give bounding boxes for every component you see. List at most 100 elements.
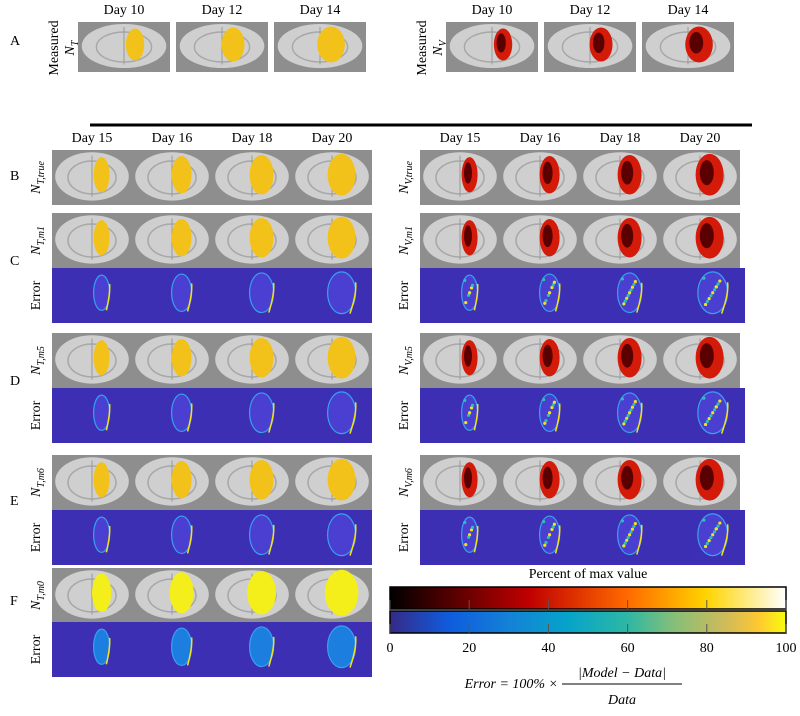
tumor-core — [699, 343, 714, 369]
tumor — [125, 28, 145, 61]
error-edge — [186, 403, 193, 432]
error-edge — [349, 402, 357, 434]
tumor-core — [621, 223, 634, 248]
tumor — [327, 153, 356, 196]
error-speck — [711, 533, 715, 537]
error-label: Error — [29, 522, 44, 552]
tumor — [169, 572, 194, 614]
row-label: NV,true — [397, 161, 415, 195]
error-image — [132, 268, 212, 323]
tumor-core — [592, 32, 605, 53]
image-bg — [420, 268, 500, 323]
error-edge — [349, 282, 357, 314]
error-image — [420, 268, 500, 323]
error-speck — [546, 293, 551, 297]
tumor-core — [621, 465, 634, 490]
error-image — [500, 268, 580, 323]
error-edge — [349, 636, 357, 668]
panel-letter: F — [10, 594, 18, 609]
error-edge — [636, 524, 643, 555]
day-label: Day 18 — [232, 131, 273, 146]
error-speck — [622, 302, 626, 306]
error-speck — [712, 288, 717, 292]
tick-label: 0 — [387, 641, 394, 656]
subscript: T,true — [36, 161, 47, 185]
tumor-core — [621, 343, 634, 368]
error-speck — [546, 413, 551, 417]
error-speck — [542, 278, 546, 282]
error-image — [292, 622, 372, 677]
brain-image — [500, 150, 580, 205]
error-speck — [463, 398, 467, 403]
subscript: T,m6 — [36, 468, 47, 488]
panel-letter: C — [10, 254, 19, 269]
error-speck — [630, 285, 635, 289]
colorbar-hot — [389, 586, 787, 610]
error-speck — [703, 302, 708, 307]
error-edge — [720, 282, 729, 314]
error-image — [292, 268, 372, 323]
tumor — [93, 220, 110, 256]
day-label: Day 14 — [668, 3, 709, 18]
symbol: N — [29, 600, 44, 611]
error-speck — [626, 535, 630, 540]
tick-label: 80 — [700, 641, 714, 656]
row-label: NT,m6 — [29, 468, 47, 498]
error-speck — [702, 518, 706, 522]
error-edge — [268, 402, 275, 433]
error-image — [212, 510, 292, 565]
error-speck — [469, 286, 474, 290]
brain-image — [420, 333, 500, 388]
row-label: NT,m1 — [29, 226, 47, 256]
error-image — [420, 510, 500, 565]
error-speck — [470, 403, 475, 407]
error-speck — [626, 293, 630, 298]
colorbar-parula — [389, 610, 787, 634]
error-speck — [712, 530, 717, 534]
tumor — [221, 27, 245, 62]
day-label: Day 20 — [312, 131, 353, 146]
formula-denominator: Data — [607, 693, 636, 708]
brain-image — [212, 150, 292, 205]
measured-label: Measured — [415, 20, 430, 75]
tumor — [249, 217, 274, 258]
error-edge — [720, 402, 729, 434]
image-bg — [52, 388, 132, 443]
brain-image — [52, 455, 132, 510]
tumor-core — [699, 465, 714, 491]
tumor — [171, 219, 192, 257]
error-speck — [626, 413, 630, 418]
error-image — [52, 622, 132, 677]
day-label: Day 12 — [570, 3, 611, 18]
brain-image — [78, 22, 170, 72]
symbol: N — [397, 184, 412, 195]
day-label: Day 12 — [202, 3, 243, 18]
tumor-core — [464, 225, 472, 247]
error-speck — [709, 294, 713, 298]
brain-image — [132, 150, 212, 205]
tumor-core — [699, 223, 714, 249]
tumor — [327, 458, 356, 501]
formula-numerator: |Model − Data| — [578, 666, 666, 681]
row-label: NT,m5 — [29, 346, 47, 376]
day-label: Day 10 — [104, 3, 145, 18]
error-edge — [105, 525, 111, 553]
brain-image — [52, 333, 132, 388]
tumor-core — [699, 160, 714, 186]
image-bg — [52, 622, 132, 677]
subscript: V,m1 — [404, 226, 415, 246]
error-speck — [470, 525, 475, 529]
row-label: NT — [63, 39, 81, 56]
error-speck — [707, 417, 711, 421]
error-label: Error — [29, 400, 44, 430]
error-image — [292, 510, 372, 565]
symbol: N — [29, 365, 44, 376]
brain-image — [660, 150, 740, 205]
tick-label: 60 — [621, 641, 635, 656]
error-label: Error — [29, 634, 44, 664]
tumor — [171, 461, 192, 499]
error-speck — [468, 291, 472, 295]
error-edge — [186, 637, 193, 666]
error-speck — [625, 538, 629, 542]
panel-letter: D — [10, 374, 20, 389]
